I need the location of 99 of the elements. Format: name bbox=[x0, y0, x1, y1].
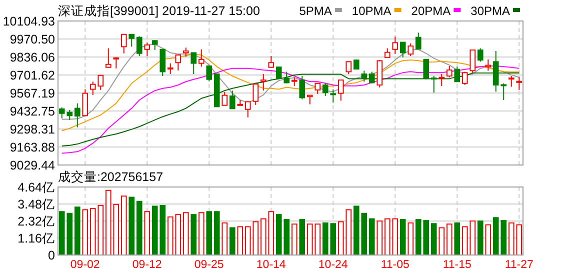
candlestick bbox=[322, 82, 328, 96]
x-tick-label: 09-25 bbox=[194, 259, 224, 271]
candlestick bbox=[229, 90, 236, 110]
bar bbox=[485, 224, 492, 256]
bar bbox=[237, 226, 244, 256]
candlestick bbox=[338, 80, 344, 102]
bar bbox=[430, 223, 437, 256]
bar bbox=[299, 219, 306, 256]
bar bbox=[376, 220, 383, 256]
bar bbox=[206, 211, 212, 256]
candlestick bbox=[430, 76, 437, 94]
candlestick bbox=[415, 32, 422, 50]
bar bbox=[408, 222, 414, 256]
candlestick bbox=[74, 102, 80, 128]
y-tick-label: 9970.50 bbox=[10, 32, 56, 46]
x-tick-label: 09-02 bbox=[70, 259, 100, 271]
x-tick-label: 10-24 bbox=[318, 259, 348, 271]
candlestick bbox=[346, 61, 352, 75]
bar bbox=[82, 209, 88, 256]
y-tick-label: 2.32亿 bbox=[18, 214, 55, 228]
candlestick bbox=[392, 36, 398, 55]
bar bbox=[454, 222, 460, 256]
bar bbox=[198, 212, 204, 256]
y-tick-label: 9298.31 bbox=[10, 122, 56, 136]
y-tick-label: 9567.19 bbox=[10, 86, 56, 100]
candlestick bbox=[400, 42, 406, 58]
candlestick bbox=[120, 34, 127, 54]
candlestick bbox=[438, 74, 445, 87]
chart-title: 深证成指[399001] 2019-11-27 15:00 bbox=[58, 4, 260, 18]
candlestick bbox=[477, 48, 484, 62]
candlestick bbox=[299, 76, 306, 100]
candlestick bbox=[470, 50, 476, 74]
y-tick-label: 1.16亿 bbox=[18, 232, 55, 246]
candlestick bbox=[485, 58, 492, 72]
x-tick-label: 09-12 bbox=[132, 259, 162, 271]
line-series bbox=[61, 65, 520, 154]
bar bbox=[368, 218, 375, 256]
candlestick bbox=[222, 91, 228, 106]
candlestick bbox=[128, 34, 135, 48]
candlestick bbox=[384, 48, 390, 58]
candlestick bbox=[105, 48, 112, 68]
candlestick bbox=[144, 42, 150, 57]
candlestick bbox=[167, 62, 174, 75]
candlestick bbox=[182, 47, 189, 58]
bar bbox=[120, 196, 127, 256]
candlestick bbox=[408, 42, 414, 57]
candlestick bbox=[152, 40, 158, 51]
bar bbox=[446, 224, 452, 256]
candlestick bbox=[508, 76, 514, 88]
candlestick bbox=[423, 58, 430, 80]
candlestick bbox=[82, 88, 88, 116]
bar bbox=[128, 196, 135, 256]
y-tick-label: 3.48亿 bbox=[18, 198, 55, 212]
candlestick bbox=[446, 65, 452, 78]
bar bbox=[291, 224, 298, 256]
bar bbox=[229, 227, 236, 256]
y-tick-label: 9029.44 bbox=[10, 158, 56, 172]
candlestick bbox=[306, 94, 313, 105]
y-tick-label: 4.64亿 bbox=[18, 180, 55, 194]
candlestick bbox=[368, 71, 375, 84]
x-tick-label: 11-27 bbox=[504, 259, 534, 271]
candlestick bbox=[361, 70, 368, 82]
candlestick bbox=[160, 48, 166, 77]
candlestick bbox=[175, 54, 182, 71]
y-tick-label: 9163.88 bbox=[10, 140, 56, 154]
x-tick-label: 10-14 bbox=[256, 259, 286, 271]
y-tick-label: 9836.06 bbox=[10, 50, 56, 64]
bar bbox=[214, 211, 220, 256]
candlestick bbox=[330, 88, 336, 104]
x-tick-label: 11-15 bbox=[442, 259, 472, 271]
x-tick-label: 11-05 bbox=[380, 259, 410, 271]
candlestick bbox=[136, 36, 142, 57]
y-tick-label: 9432.75 bbox=[10, 104, 56, 118]
bar bbox=[400, 219, 406, 256]
bar bbox=[190, 214, 197, 256]
y-tick-label: 9701.62 bbox=[10, 68, 56, 82]
bar bbox=[222, 222, 228, 256]
candlestick bbox=[462, 71, 468, 86]
bar bbox=[136, 200, 142, 256]
bar bbox=[144, 211, 150, 256]
y-tick-label: 0 bbox=[48, 248, 56, 262]
legend-label: 5PMA bbox=[299, 4, 332, 18]
candlestick bbox=[314, 82, 321, 94]
bar bbox=[477, 220, 484, 256]
chart-subtitle: 成交量:202756157 bbox=[58, 169, 164, 184]
candlestick bbox=[516, 76, 522, 90]
legend-label: 30PMA bbox=[470, 4, 510, 18]
legend-label: 10PMA bbox=[352, 4, 392, 18]
candlestick bbox=[454, 66, 460, 82]
candlestick bbox=[260, 74, 266, 92]
candlestick bbox=[206, 65, 212, 82]
bar bbox=[182, 212, 189, 256]
y-tick-label: 10104.93 bbox=[2, 14, 56, 28]
legend-label: 20PMA bbox=[411, 4, 451, 18]
candlestick bbox=[190, 52, 197, 75]
candlestick bbox=[198, 48, 204, 68]
bar bbox=[74, 206, 80, 256]
bar bbox=[438, 227, 445, 256]
candlestick bbox=[268, 56, 274, 68]
